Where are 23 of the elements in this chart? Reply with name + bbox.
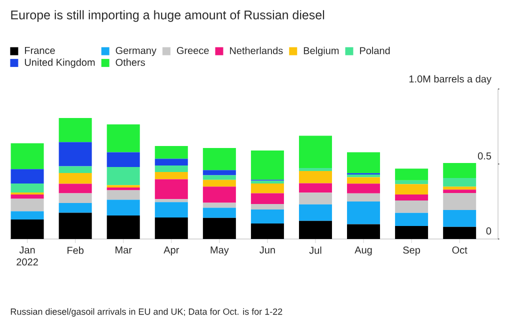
chart-title: Europe is still importing a huge amount of Russian diesel: [11, 10, 324, 22]
x-tick-label: May: [210, 246, 229, 256]
legend-label: Poland: [360, 46, 390, 54]
x-tick-label: Jan 2022: [16, 246, 38, 266]
x-tick-label: Oct: [452, 246, 468, 254]
text: Russian diesel/gasoil arrivals in EU and UK; Data for Oct. is for 1-22: [10, 308, 282, 317]
x-tick-label: Sep: [403, 246, 420, 256]
legend-label: France: [25, 47, 55, 54]
x-tick-label: Feb: [68, 246, 84, 254]
legend-label: Netherlands: [230, 46, 283, 54]
x-tick-label: Jul: [309, 246, 322, 254]
x-tick-label: Aug: [354, 246, 372, 256]
x-tick-label: Apr: [164, 246, 180, 256]
y-tick-label: 0.5: [478, 152, 492, 160]
y-tick-label: 1.0M barrels a day: [409, 75, 492, 84]
legend-label: Germany: [116, 46, 156, 56]
x-tick-label: Jun: [260, 246, 275, 254]
legend-label: Belgium: [304, 46, 339, 56]
x-tick-label: Mar: [116, 246, 132, 254]
legend-label: Greece: [176, 46, 209, 54]
legend-label: United Kingdom: [24, 58, 95, 68]
y-tick-label: 0: [486, 227, 492, 234]
legend-label: Others: [116, 58, 145, 66]
